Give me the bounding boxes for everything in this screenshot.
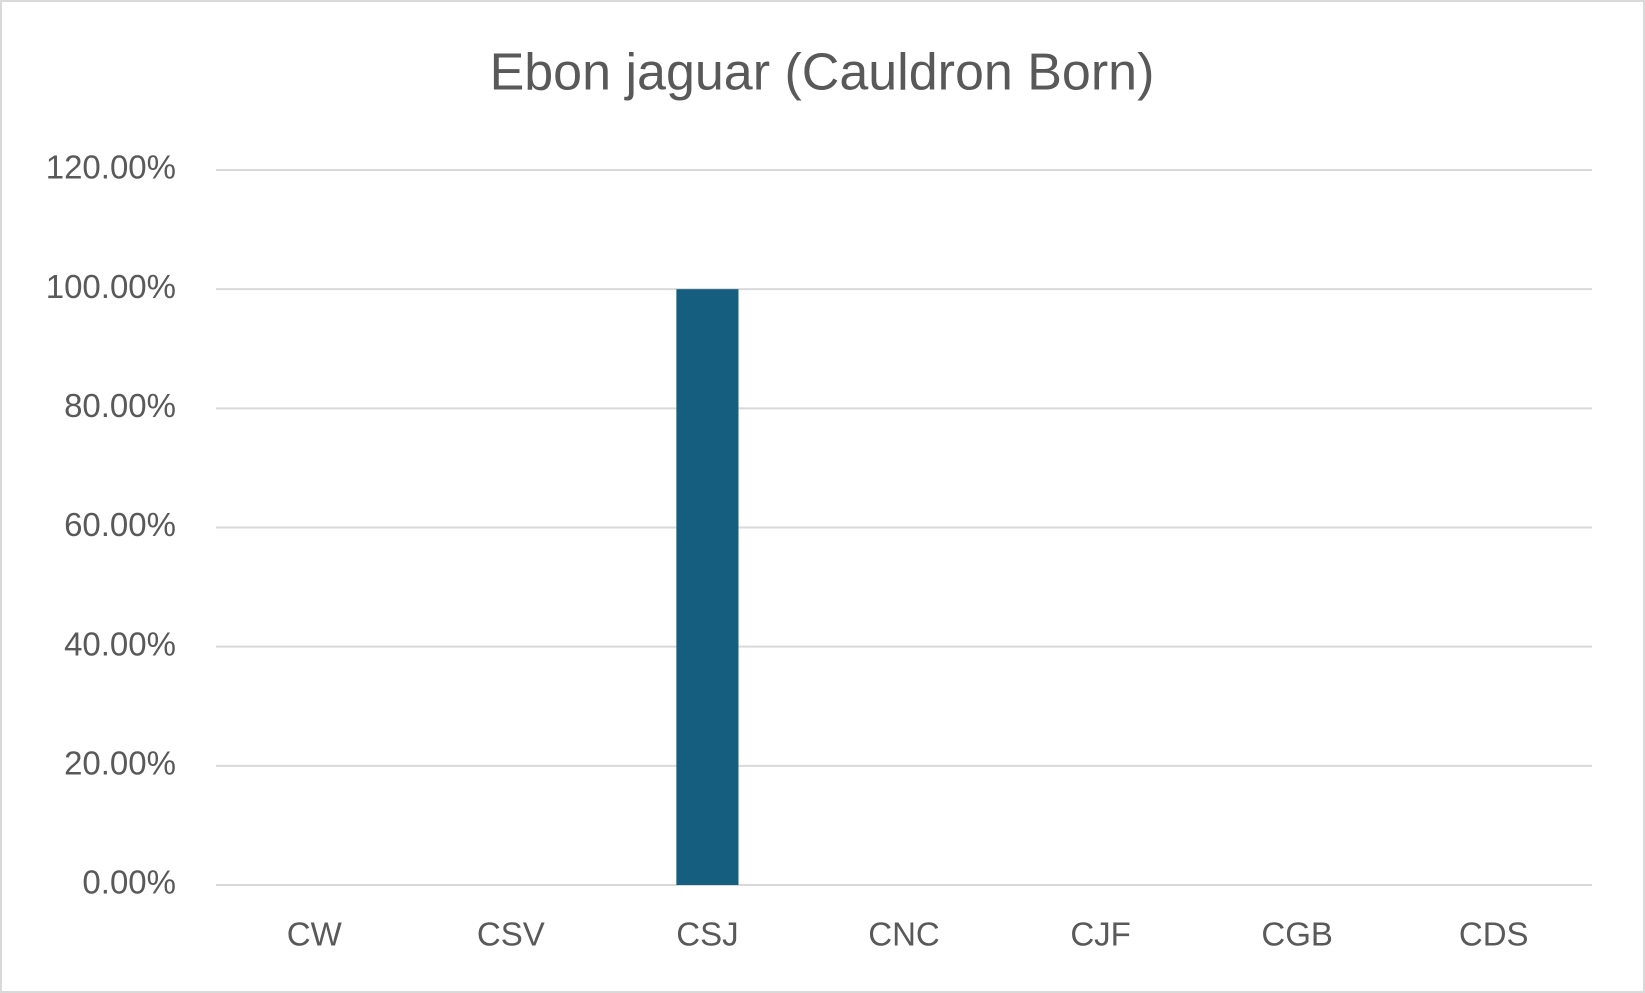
y-tick-label: 0.00%	[82, 864, 176, 901]
y-tick-label: 60.00%	[64, 506, 176, 543]
y-tick-label: 100.00%	[46, 268, 176, 305]
x-tick-label: CSV	[477, 916, 545, 953]
bar	[676, 289, 739, 886]
x-tick-label: CJF	[1070, 916, 1131, 953]
chart-title: Ebon jaguar (Cauldron Born)	[490, 44, 1155, 102]
x-tick-label: CW	[287, 916, 343, 953]
y-tick-label: 20.00%	[64, 745, 176, 782]
y-tick-label: 120.00%	[46, 149, 176, 186]
y-tick-label: 80.00%	[64, 387, 176, 424]
x-tick-label: CSJ	[676, 916, 738, 953]
y-tick-label: 40.00%	[64, 625, 176, 662]
x-tick-label: CGB	[1261, 916, 1333, 953]
x-tick-label: CDS	[1459, 916, 1529, 953]
x-tick-label: CNC	[868, 916, 940, 953]
